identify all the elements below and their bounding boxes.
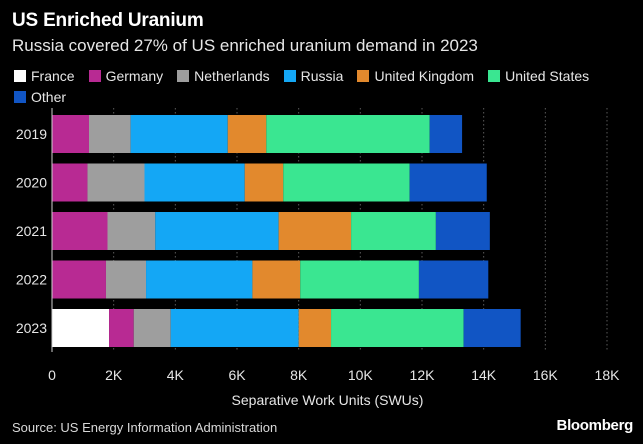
bar-segment-2019-germany	[52, 115, 89, 153]
x-tick-label: 8K	[290, 367, 308, 383]
chart-subtitle: Russia covered 27% of US enriched uraniu…	[12, 36, 478, 55]
x-tick-label: 14K	[471, 367, 497, 383]
bar-segment-2023-other	[463, 309, 521, 347]
x-tick-label: 6K	[228, 367, 246, 383]
x-tick-label: 2K	[105, 367, 123, 383]
bar-segment-2020-united-states	[283, 163, 410, 202]
bar-segment-2022-russia	[146, 260, 253, 299]
bar-segment-2022-germany	[52, 260, 106, 299]
legend-label: Netherlands	[194, 67, 270, 84]
bar-segment-2022-united-states	[300, 260, 419, 299]
bar-segment-2023-united-states	[331, 309, 464, 347]
x-tick-label: 0	[48, 367, 56, 383]
chart-title: US Enriched Uranium	[12, 10, 204, 31]
x-axis-label: Separative Work Units (SWUs)	[232, 392, 424, 408]
bar-segment-2021-united-states	[351, 212, 436, 250]
legend-label: United Kingdom	[374, 67, 475, 84]
bar-segment-2022-united-kingdom	[252, 260, 301, 299]
bar-segment-2019-netherlands	[89, 115, 131, 153]
bar-segment-2023-germany	[109, 309, 134, 347]
bar-segment-2023-netherlands	[133, 309, 171, 347]
x-tick-label: 10K	[348, 367, 374, 383]
x-tick-label: 18K	[595, 367, 621, 383]
legend-swatch	[488, 69, 501, 82]
bar-segment-2021-other	[435, 212, 490, 250]
category-label: 2023	[16, 320, 47, 336]
legend-item-netherlands: Netherlands	[177, 67, 270, 84]
legend-item-russia: Russia	[283, 67, 344, 84]
legend-swatch	[14, 69, 26, 82]
category-label: 2021	[16, 223, 47, 239]
category-label: 2019	[16, 126, 47, 142]
legend-swatch	[14, 90, 26, 103]
bar-segment-2022-other	[418, 260, 489, 299]
legend-swatch	[283, 69, 296, 82]
bar-segment-2021-netherlands	[107, 212, 156, 250]
bar-segment-2019-other	[429, 115, 463, 153]
category-label: 2022	[16, 272, 47, 288]
bar-segment-2021-united-kingdom	[278, 212, 352, 250]
legend-swatch	[177, 69, 190, 82]
legend-item-other: Other	[14, 88, 66, 105]
bloomberg-logo: Bloomberg	[556, 417, 634, 434]
legend-label: France	[31, 67, 75, 84]
bar-segment-2020-russia	[144, 163, 245, 202]
legend: France Germany Netherlands Russia United Kin…	[14, 67, 614, 105]
legend-label: Germany	[105, 67, 164, 84]
bar-segment-2023-france	[52, 309, 110, 347]
bar-segment-2019-united-kingdom	[227, 115, 267, 153]
bar-segment-2022-netherlands	[105, 260, 147, 299]
legend-label: Other	[31, 88, 67, 105]
legend-swatch	[88, 69, 101, 82]
legend-item-united-kingdom: United Kingdom	[357, 67, 474, 84]
x-tick-label: 4K	[167, 367, 185, 383]
legend-swatch	[357, 69, 370, 82]
bar-segment-2019-russia	[130, 115, 228, 153]
x-tick-label: 16K	[533, 367, 559, 383]
bar-segment-2021-russia	[155, 212, 279, 250]
bar-segment-2020-united-kingdom	[244, 163, 284, 202]
bar-segment-2023-united-kingdom	[298, 309, 332, 347]
bar-segment-2019-united-states	[266, 115, 430, 153]
bar-segment-2020-netherlands	[87, 163, 145, 202]
bar-segment-2023-russia	[170, 309, 299, 347]
source-note: Source: US Energy Information Administra…	[12, 420, 278, 435]
legend-item-germany: Germany	[88, 67, 164, 84]
bar-segment-2021-germany	[52, 212, 108, 250]
legend-label: United States	[505, 67, 590, 84]
x-tick-label: 12K	[410, 367, 436, 383]
category-label: 2020	[16, 175, 47, 191]
bar-segment-2020-germany	[52, 163, 88, 202]
legend-item-united-states: United States	[488, 67, 589, 84]
legend-label: Russia	[300, 67, 344, 84]
legend-item-france: France	[14, 67, 75, 84]
bar-segment-2020-other	[409, 163, 487, 202]
